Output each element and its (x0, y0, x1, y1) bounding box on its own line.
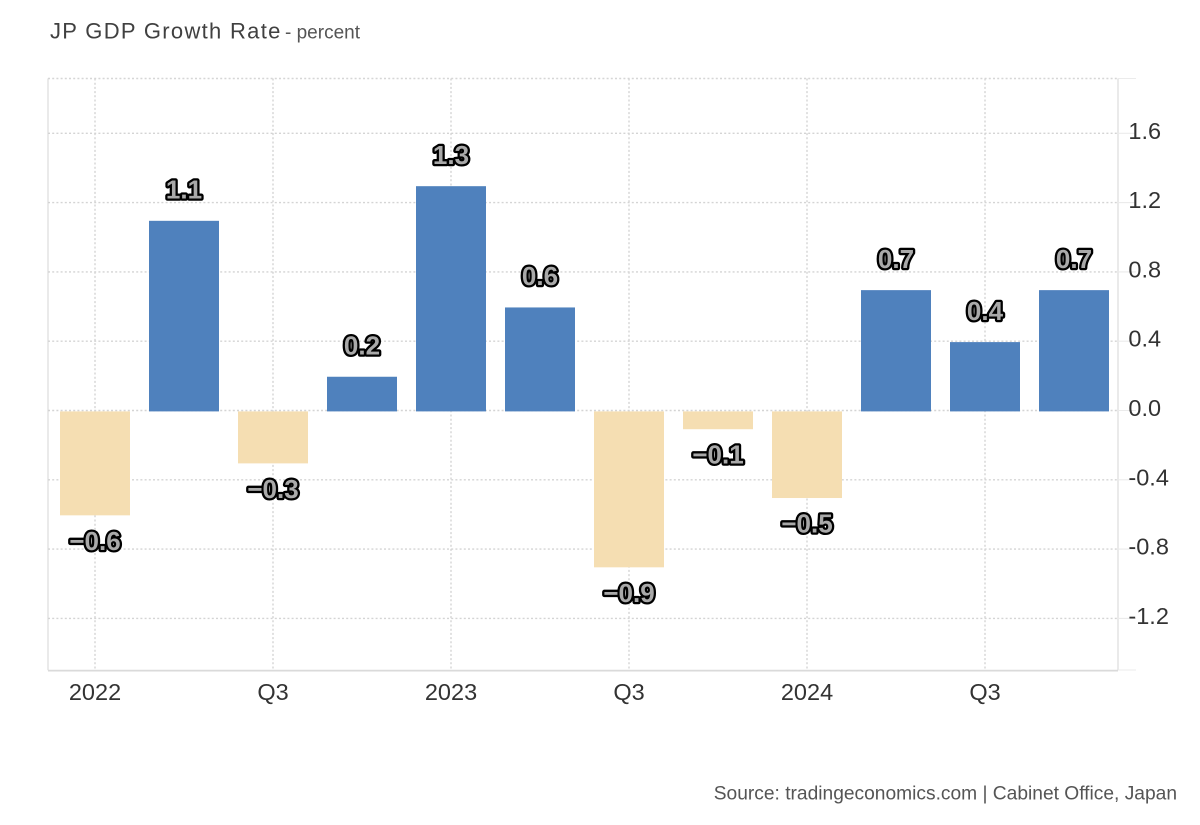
svg-text:0.4: 0.4 (967, 296, 1004, 326)
svg-text:1.6: 1.6 (1128, 118, 1161, 144)
svg-text:Q3: Q3 (969, 679, 1000, 705)
svg-text:2024: 2024 (781, 679, 833, 705)
svg-text:−0.6: −0.6 (69, 526, 120, 556)
svg-text:−0.1: −0.1 (692, 439, 743, 469)
svg-text:JP GDP Growth Rate: JP GDP Growth Rate (50, 19, 282, 44)
svg-text:−0.3: −0.3 (247, 474, 298, 504)
svg-text:0.6: 0.6 (522, 261, 558, 291)
svg-text:0.7: 0.7 (878, 244, 914, 274)
svg-text:1.2: 1.2 (1128, 187, 1161, 213)
svg-text:-1.2: -1.2 (1128, 603, 1169, 629)
svg-text:0.0: 0.0 (1128, 395, 1161, 421)
svg-text:1.1: 1.1 (166, 175, 202, 205)
svg-text:−0.5: −0.5 (781, 509, 832, 539)
svg-text:−0.9: −0.9 (603, 578, 654, 608)
svg-text:0.2: 0.2 (344, 331, 380, 361)
svg-text:Q3: Q3 (257, 679, 288, 705)
svg-text:0.7: 0.7 (1056, 244, 1092, 274)
svg-text:Q3: Q3 (613, 679, 644, 705)
svg-text:1.3: 1.3 (433, 140, 469, 170)
svg-text:Source: tradingeconomics.com |: Source: tradingeconomics.com | Cabinet O… (714, 784, 1177, 805)
svg-text:2022: 2022 (69, 679, 121, 705)
svg-text:0.4: 0.4 (1128, 326, 1161, 352)
svg-text:0.8: 0.8 (1128, 256, 1161, 282)
svg-text:- percent: - percent (285, 23, 361, 44)
svg-text:2023: 2023 (425, 679, 477, 705)
svg-text:-0.4: -0.4 (1128, 464, 1169, 490)
svg-text:-0.8: -0.8 (1128, 534, 1169, 560)
